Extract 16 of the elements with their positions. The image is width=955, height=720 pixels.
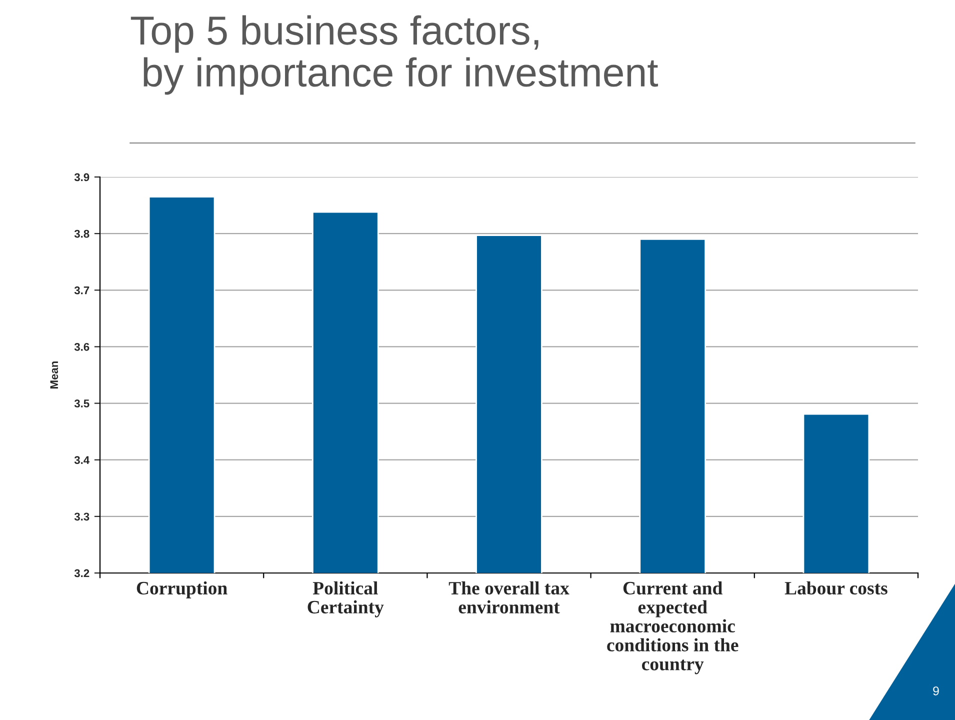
x-tick-label: Political Certainty — [308, 581, 384, 618]
y-tick-label: 3.6 — [74, 342, 90, 351]
x-tick-label: Labour costs — [784, 581, 888, 595]
text: 9 — [933, 686, 939, 696]
y-tick-label: 3.8 — [74, 230, 90, 238]
x-tick-label: The overall tax environment — [448, 581, 570, 614]
y-axis-title: Mean — [50, 361, 58, 388]
y-tick-label: 3.9 — [74, 173, 90, 182]
y-tick-label: 3.3 — [74, 512, 90, 521]
y-tick-label: 3.4 — [74, 456, 90, 464]
chart-title: Top 5 business factors, by importance for investment — [130, 15, 658, 95]
x-tick-label: Corruption — [136, 581, 228, 598]
y-tick-label: 3.5 — [74, 400, 90, 408]
y-tick-label: 3.2 — [74, 569, 90, 578]
x-tick-label: Current and expected macroeconomic conditions in the country — [607, 581, 738, 674]
y-tick-label: 3.7 — [74, 286, 90, 294]
